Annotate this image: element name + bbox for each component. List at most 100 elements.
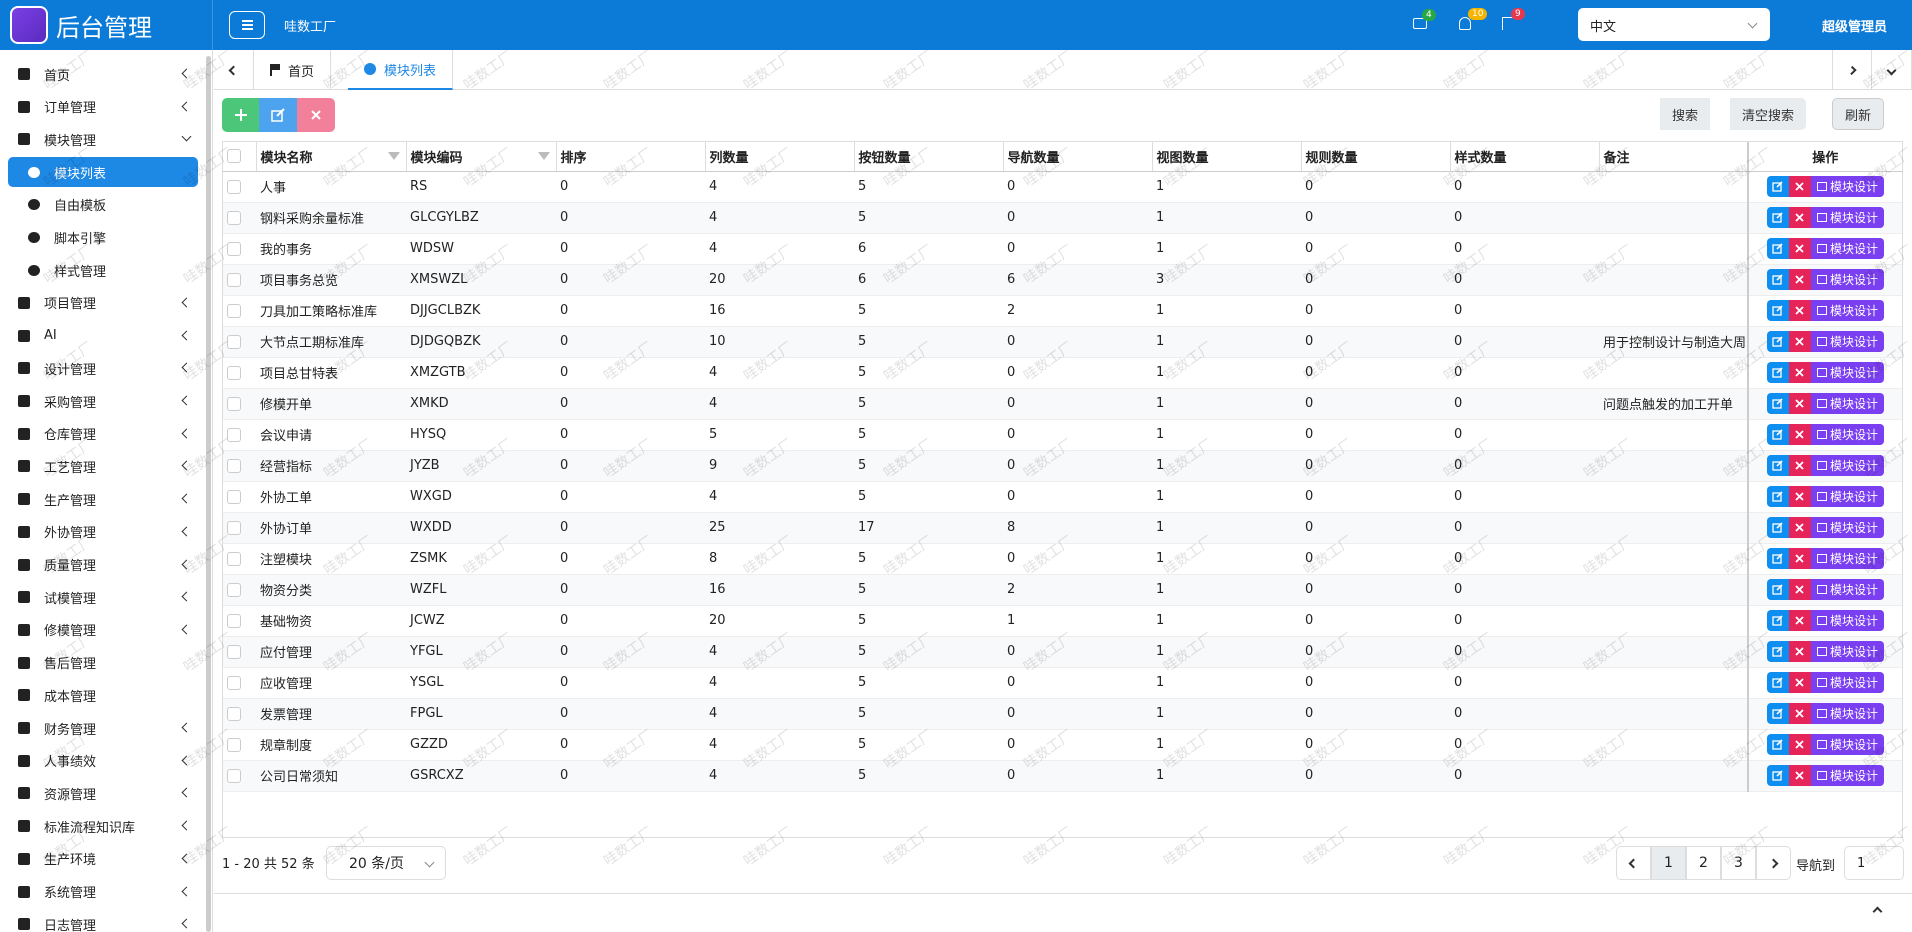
menu-item[interactable]: 试模管理 [8, 582, 198, 612]
edit-action[interactable] [1766, 548, 1789, 569]
design-action[interactable]: 模块设计 [1810, 548, 1884, 569]
edit-action[interactable] [1766, 331, 1789, 352]
delete-action[interactable] [1788, 393, 1811, 414]
checkbox[interactable] [227, 149, 241, 164]
design-action[interactable]: 模块设计 [1810, 610, 1884, 631]
delete-action[interactable] [1788, 548, 1811, 569]
clear-search-button[interactable]: 清空搜索 [1730, 98, 1807, 130]
language-select[interactable]: 中文 [1578, 8, 1770, 41]
design-action[interactable]: 模块设计 [1810, 300, 1884, 321]
submenu-item[interactable]: 自由模板 [8, 190, 198, 220]
edit-action[interactable] [1766, 641, 1789, 662]
menu-item[interactable]: 财务管理 [8, 713, 198, 743]
menu-item[interactable]: 生产管理 [8, 484, 198, 514]
edit-action[interactable] [1766, 424, 1789, 445]
checkbox[interactable] [227, 334, 241, 349]
submenu-item[interactable]: 脚本引擎 [8, 223, 198, 253]
menu-item[interactable]: 采购管理 [8, 386, 198, 416]
column-header[interactable]: 排序 [556, 142, 706, 172]
delete-action[interactable] [1788, 455, 1811, 476]
checkbox[interactable] [227, 706, 241, 721]
edit-action[interactable] [1766, 703, 1789, 724]
column-header[interactable]: 模块名称 [256, 142, 407, 172]
goto-input[interactable]: 1 [1844, 846, 1904, 880]
page-size-select[interactable]: 20 条/页 [326, 846, 446, 880]
menu-item[interactable]: 售后管理 [8, 648, 198, 678]
menu-item[interactable]: 订单管理 [8, 92, 198, 122]
tab-next[interactable] [1832, 50, 1872, 90]
menu-item[interactable]: 仓库管理 [8, 419, 198, 449]
menu-item[interactable]: 修模管理 [8, 615, 198, 645]
design-action[interactable]: 模块设计 [1810, 641, 1884, 662]
menu-item[interactable]: 首页 [8, 59, 198, 89]
checkbox[interactable] [227, 675, 241, 690]
design-action[interactable]: 模块设计 [1810, 207, 1884, 228]
checkbox[interactable] [227, 241, 241, 256]
edit-action[interactable] [1766, 207, 1789, 228]
menu-item[interactable]: 日志管理 [8, 909, 198, 932]
filter-icon[interactable] [387, 152, 400, 160]
delete-action[interactable] [1788, 641, 1811, 662]
column-header[interactable]: 操作 [1747, 142, 1903, 172]
design-action[interactable]: 模块设计 [1810, 269, 1884, 290]
edit-action[interactable] [1766, 734, 1789, 755]
edit-action[interactable] [1766, 176, 1789, 197]
checkbox[interactable] [227, 520, 241, 535]
checkbox[interactable] [227, 303, 241, 318]
menu-item[interactable]: 外协管理 [8, 517, 198, 547]
design-action[interactable]: 模块设计 [1810, 362, 1884, 383]
menu-toggle[interactable] [229, 11, 265, 39]
bell-icon[interactable]: 10 [1459, 8, 1488, 30]
page-current[interactable]: 1 [1651, 846, 1686, 880]
menu-item[interactable]: 质量管理 [8, 550, 198, 580]
menu-item[interactable]: 设计管理 [8, 353, 198, 383]
search-button[interactable]: 搜索 [1660, 98, 1711, 130]
menu-item[interactable]: AI [8, 321, 198, 351]
checkbox[interactable] [227, 365, 241, 380]
checkbox[interactable] [227, 582, 241, 597]
delete-action[interactable] [1788, 579, 1811, 600]
flag-icon[interactable]: 9 [1502, 8, 1525, 30]
design-action[interactable]: 模块设计 [1810, 517, 1884, 538]
checkbox[interactable] [227, 644, 241, 659]
design-action[interactable]: 模块设计 [1810, 486, 1884, 507]
edit-action[interactable] [1766, 362, 1789, 383]
edit-action[interactable] [1766, 517, 1789, 538]
design-action[interactable]: 模块设计 [1810, 672, 1884, 693]
design-action[interactable]: 模块设计 [1810, 393, 1884, 414]
checkbox[interactable] [227, 427, 241, 442]
scroll-top[interactable] [1872, 906, 1883, 917]
checkbox[interactable] [227, 179, 241, 194]
delete-action[interactable] [1788, 331, 1811, 352]
delete-action[interactable] [1788, 486, 1811, 507]
design-action[interactable]: 模块设计 [1810, 455, 1884, 476]
delete-action[interactable] [1788, 703, 1811, 724]
checkbox[interactable] [227, 768, 241, 783]
edit-button[interactable] [259, 98, 297, 132]
delete-action[interactable] [1788, 238, 1811, 259]
edit-action[interactable] [1766, 672, 1789, 693]
logo[interactable]: 后台管理 [0, 0, 213, 50]
delete-action[interactable] [1788, 424, 1811, 445]
tab-prev[interactable] [214, 50, 254, 90]
design-action[interactable]: 模块设计 [1810, 734, 1884, 755]
edit-action[interactable] [1766, 455, 1789, 476]
design-action[interactable]: 模块设计 [1810, 238, 1884, 259]
delete-button[interactable] [297, 98, 335, 132]
column-header[interactable]: 列数量 [705, 142, 855, 172]
checkbox[interactable] [227, 272, 241, 287]
menu-item[interactable]: 资源管理 [8, 778, 198, 808]
delete-action[interactable] [1788, 672, 1811, 693]
edit-action[interactable] [1766, 269, 1789, 290]
menu-item[interactable]: 工艺管理 [8, 451, 198, 481]
page-prev[interactable] [1616, 846, 1651, 880]
tab-active[interactable]: 模块列表 [348, 50, 454, 90]
refresh-button[interactable]: 刷新 [1832, 98, 1885, 130]
delete-action[interactable] [1788, 517, 1811, 538]
design-action[interactable]: 模块设计 [1810, 424, 1884, 445]
design-action[interactable]: 模块设计 [1810, 579, 1884, 600]
checkbox[interactable] [227, 551, 241, 566]
delete-action[interactable] [1788, 269, 1811, 290]
checkbox[interactable] [227, 458, 241, 473]
edit-action[interactable] [1766, 300, 1789, 321]
